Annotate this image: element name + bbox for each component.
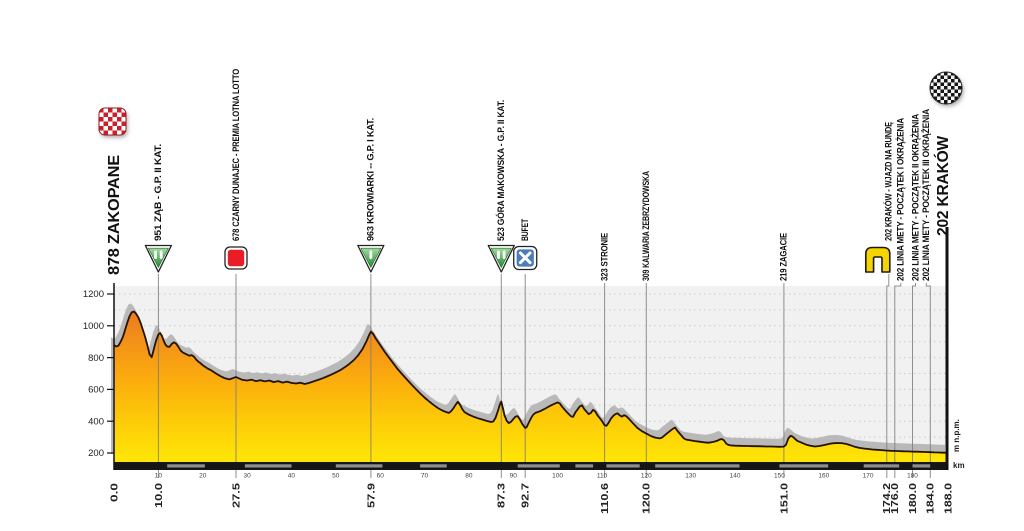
waypoint-km-label: 188.0 xyxy=(943,482,954,514)
x-axis-minor-label: 120 xyxy=(641,473,652,480)
x-axis-minor-label: 20 xyxy=(199,473,207,480)
x-axis-minor-label: 80 xyxy=(465,473,473,480)
waypoint-label: 202 LINIA METY - POCZĄTEK I OKRĄŻENIA xyxy=(896,117,906,281)
elevation-area xyxy=(114,311,948,462)
x-axis-minor-label: 150 xyxy=(774,473,785,480)
y-axis-label: 400 xyxy=(88,416,104,427)
y-axis-label: 600 xyxy=(88,385,104,396)
x-axis-minor-label: 10 xyxy=(155,473,163,480)
waypoint-label: 323 STRONIE xyxy=(600,233,610,281)
built-up-segment xyxy=(606,464,640,468)
waypoint-km-label: 87.3 xyxy=(497,482,508,508)
built-up-segment xyxy=(912,464,931,468)
x-axis-minor-label: 40 xyxy=(288,473,296,480)
waypoint-label: 963 KROWIARKI -- G.P. I KAT. xyxy=(366,118,376,241)
x-axis-minor-label: 70 xyxy=(421,473,429,480)
gp2-category-icon xyxy=(144,244,173,273)
waypoint-km-label: 176.0 xyxy=(890,482,901,514)
y-axis-label: 800 xyxy=(88,353,104,364)
x-axis-minor-label: 130 xyxy=(685,473,696,480)
waypoint-label: 951 ZĄB - G.P. II KAT. xyxy=(153,144,163,241)
y-axis-label: 1000 xyxy=(83,321,104,332)
waypoint-label: 202 LINIA METY - POCZĄTEK III OKRĄŻENIA xyxy=(921,108,931,281)
waypoint-label: 523 GÓRA MAKOWSKA - G.P. II KAT. xyxy=(495,100,506,241)
waypoint-km-label: 184.0 xyxy=(926,482,937,514)
x-axis-minor-label: 140 xyxy=(730,473,741,480)
finish-flag-icon xyxy=(929,71,963,105)
start-flag-icon xyxy=(98,107,127,136)
built-up-segment xyxy=(779,464,829,468)
waypoint-km-label: 180.0 xyxy=(908,482,919,514)
gp1-category-icon xyxy=(357,244,385,273)
x-axis-minor-label: 50 xyxy=(332,473,340,480)
waypoint-line xyxy=(886,274,890,478)
x-axis-minor-label: 160 xyxy=(818,473,829,480)
waypoint-line xyxy=(925,283,931,478)
x-axis-unit-label: km xyxy=(953,461,965,470)
waypoint-label: BUFET xyxy=(520,218,530,241)
built-up-segment xyxy=(244,464,292,468)
waypoint-label: 202 LINIA METY - POCZĄTEK II OKRĄŻENIA xyxy=(910,113,920,281)
built-up-segment xyxy=(517,464,560,468)
built-up-segment xyxy=(420,464,447,468)
elevation-outline xyxy=(114,310,948,454)
lap-entry-icon xyxy=(864,246,891,273)
x-axis-minor-label: 180 xyxy=(907,473,918,480)
built-up-segment xyxy=(655,464,740,468)
y-axis-label: 200 xyxy=(88,448,104,459)
waypoint-km-label: 0.0 xyxy=(109,482,120,502)
waypoint-km-label: 110.6 xyxy=(600,482,611,514)
x-axis-minor-label: 90 xyxy=(510,473,518,480)
waypoint-km-label: 174.2 xyxy=(882,482,893,514)
waypoint-label: 678 CZARNY DUNAJEC - PREMIA LOTNA LOTTO xyxy=(231,69,241,241)
x-axis-minor-label: 60 xyxy=(377,473,385,480)
waypoint-km-label: 120.0 xyxy=(642,482,653,514)
waypoint-label: 219 ZAGACIE xyxy=(779,233,789,281)
waypoint-km-label: 10.0 xyxy=(154,482,165,508)
gp2-category-icon xyxy=(487,244,515,273)
finish-title: 202 KRAKÓW xyxy=(934,135,952,236)
waypoint-line xyxy=(912,283,916,478)
x-axis-minor-label: 170 xyxy=(863,473,874,480)
y-axis-unit-label: m n.p.m. xyxy=(952,419,961,452)
built-up-segment xyxy=(863,464,900,468)
waypoint-km-label: 57.9 xyxy=(366,482,377,508)
bufet-icon xyxy=(513,245,538,271)
start-title: 878 ZAKOPANE xyxy=(106,155,123,275)
waypoint-line xyxy=(894,283,902,478)
built-up-segment xyxy=(575,464,594,468)
waypoint-label: 202 KRAKÓW - WJAZD NA RUNDĘ xyxy=(883,122,894,241)
waypoint-km-label: 27.5 xyxy=(231,482,242,508)
waypoint-label: 309 KALWARIA ZEBRZYDOWSKA xyxy=(641,170,651,281)
built-up-segment xyxy=(167,464,205,468)
x-axis-minor-label: 30 xyxy=(243,473,251,480)
x-axis-minor-label: 110 xyxy=(597,473,608,480)
waypoint-km-label: 151.0 xyxy=(779,482,790,514)
waypoint-km-label: 92.7 xyxy=(521,482,532,508)
built-up-segment xyxy=(335,464,383,468)
sprint-icon xyxy=(224,246,248,270)
x-axis-minor-label: 100 xyxy=(552,473,563,480)
y-axis-label: 1200 xyxy=(83,289,104,300)
